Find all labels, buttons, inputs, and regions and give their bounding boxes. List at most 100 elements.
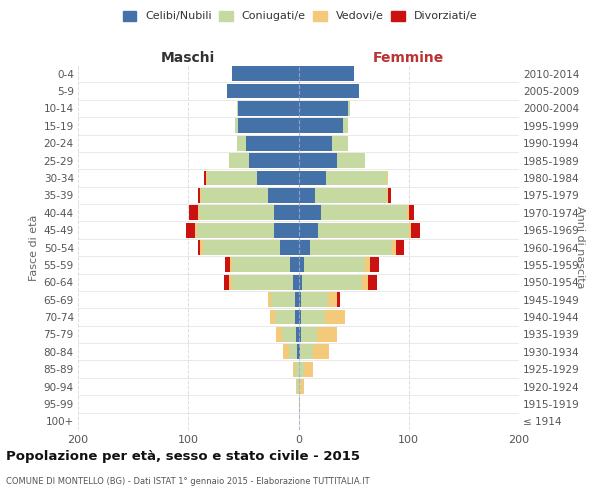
Bar <box>237 101 238 116</box>
Bar <box>387 170 388 186</box>
Bar <box>299 153 337 168</box>
Bar <box>224 275 229 289</box>
Bar <box>299 379 301 394</box>
Bar <box>299 118 343 133</box>
Bar <box>299 170 326 186</box>
Bar <box>296 327 299 342</box>
Bar <box>409 206 414 220</box>
Bar <box>200 188 202 202</box>
Bar <box>232 275 293 289</box>
Bar <box>337 292 340 307</box>
Bar <box>299 362 304 376</box>
Bar <box>238 101 299 116</box>
Bar <box>299 101 348 116</box>
Legend: Celibi/Nubili, Coniugati/e, Vedovi/e, Divorziati/e: Celibi/Nubili, Coniugati/e, Vedovi/e, Di… <box>123 10 477 22</box>
Bar <box>362 275 368 289</box>
Bar <box>296 379 298 394</box>
Bar <box>282 327 296 342</box>
Bar <box>190 206 198 220</box>
Bar <box>388 188 391 202</box>
Bar <box>224 258 230 272</box>
Bar <box>332 136 348 150</box>
Bar <box>202 188 268 202</box>
Bar <box>337 153 365 168</box>
Bar <box>277 327 282 342</box>
Bar <box>200 240 203 255</box>
Bar <box>301 292 328 307</box>
Bar <box>289 344 298 359</box>
Bar <box>232 258 290 272</box>
Bar <box>268 188 299 202</box>
Y-axis label: Anni di nascita: Anni di nascita <box>575 206 586 289</box>
Bar <box>199 206 274 220</box>
Bar <box>320 206 407 220</box>
Bar <box>319 222 409 238</box>
Bar <box>301 327 317 342</box>
Bar <box>274 206 299 220</box>
Bar <box>293 362 295 376</box>
Bar <box>298 379 299 394</box>
Bar <box>235 118 238 133</box>
Bar <box>299 275 302 289</box>
Bar <box>317 327 337 342</box>
Text: Popolazione per età, sesso e stato civile - 2015: Popolazione per età, sesso e stato civil… <box>6 450 360 463</box>
Text: COMUNE DI MONTELLO (BG) - Dati ISTAT 1° gennaio 2015 - Elaborazione TUTTITALIA.I: COMUNE DI MONTELLO (BG) - Dati ISTAT 1° … <box>6 478 370 486</box>
Bar <box>395 240 404 255</box>
Bar <box>407 206 409 220</box>
Bar <box>365 258 370 272</box>
Bar <box>197 222 274 238</box>
Bar <box>299 292 301 307</box>
Bar <box>203 170 206 186</box>
Bar <box>328 292 337 307</box>
Bar <box>299 258 304 272</box>
Bar <box>249 153 299 168</box>
Bar <box>295 292 299 307</box>
Bar <box>198 240 200 255</box>
Bar <box>237 136 245 150</box>
Y-axis label: Fasce di età: Fasce di età <box>29 214 40 280</box>
Bar <box>299 222 319 238</box>
Bar <box>283 344 289 359</box>
Bar <box>207 170 257 186</box>
Bar <box>227 84 299 98</box>
Bar <box>304 362 313 376</box>
Bar <box>299 327 301 342</box>
Text: Maschi: Maschi <box>161 51 215 65</box>
Bar <box>198 206 199 220</box>
Bar <box>299 136 332 150</box>
Bar <box>230 258 232 272</box>
Bar <box>295 362 299 376</box>
Bar <box>299 66 353 81</box>
Bar <box>299 84 359 98</box>
Bar <box>304 258 365 272</box>
Bar <box>268 292 271 307</box>
Bar <box>245 136 299 150</box>
Bar <box>313 344 329 359</box>
Bar <box>325 310 345 324</box>
Bar <box>229 275 232 289</box>
Bar <box>368 275 377 289</box>
Bar <box>343 118 348 133</box>
Bar <box>195 222 197 238</box>
Bar <box>299 310 301 324</box>
Bar <box>280 240 299 255</box>
Text: Femmine: Femmine <box>373 51 445 65</box>
Bar <box>302 275 362 289</box>
Bar <box>295 310 299 324</box>
Bar <box>315 188 387 202</box>
Bar <box>301 310 325 324</box>
Bar <box>232 66 299 81</box>
Bar <box>326 170 387 186</box>
Bar <box>275 310 295 324</box>
Bar <box>387 188 388 202</box>
Bar <box>298 344 299 359</box>
Bar <box>238 118 299 133</box>
Bar <box>293 275 299 289</box>
Bar <box>270 310 275 324</box>
Bar <box>271 292 295 307</box>
Bar <box>411 222 420 238</box>
Bar <box>274 222 299 238</box>
Bar <box>186 222 195 238</box>
Bar <box>348 101 350 116</box>
Bar <box>229 153 249 168</box>
